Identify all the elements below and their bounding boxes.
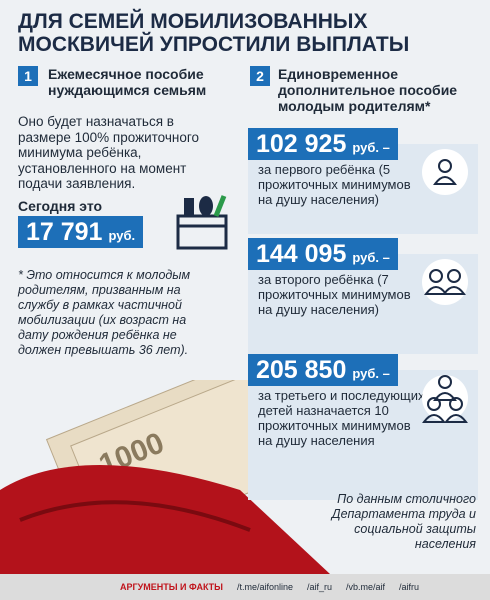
currency: руб. – (352, 140, 390, 155)
amount: 205 850 (256, 356, 347, 384)
title: ДЛЯ СЕМЕЙ МОБИЛИЗОВАННЫХ МОСКВИЧЕЙ УПРОС… (18, 10, 410, 56)
section-number: 2 (250, 66, 270, 86)
currency: руб. – (352, 250, 390, 265)
footer-link[interactable]: /aif_ru (307, 582, 333, 592)
people-icon (422, 149, 468, 195)
section-heading: Ежемесячное пособие нуждающимся семьям (48, 66, 207, 98)
brand: АРГУМЕНТЫ И ФАКТЫ (120, 582, 223, 592)
payment-text: за второго ребёнка (7 прожиточных миниму… (258, 272, 411, 317)
amount-box: 205 850 руб. – (248, 354, 398, 386)
groceries-icon (176, 195, 228, 250)
amount-box: 17 791 руб. (18, 216, 144, 248)
people-icon (422, 375, 468, 423)
footnote: * Это относится к молодым родителям, при… (18, 268, 191, 357)
today-label: Сегодня это (18, 198, 103, 214)
amount-box: 102 925 руб. – (248, 128, 398, 160)
section-number: 1 (18, 66, 38, 86)
amount: 102 925 (256, 130, 347, 158)
section-heading: Единовременное дополнительное пособие мо… (278, 66, 458, 114)
section-text: Оно будет назначаться в размере 100% про… (18, 114, 200, 191)
footer-link[interactable]: /aifru (399, 582, 420, 592)
amount-box: 144 095 руб. – (248, 238, 398, 270)
source: По данным столичного Департамента труда … (331, 492, 476, 551)
payment-text: за первого ребёнка (5 прожиточных миниму… (258, 162, 411, 207)
footer-link[interactable]: /t.me/aifonline (236, 582, 293, 592)
people-icon (422, 259, 468, 305)
currency: руб. – (352, 366, 390, 381)
footer: АРГУМЕНТЫ И ФАКТЫ /t.me/aifonline /aif_r… (0, 574, 490, 600)
currency: руб. (108, 228, 136, 243)
footer-link[interactable]: /vb.me/aif (346, 582, 386, 592)
payment-text: за третьего и последующих детей назначае… (258, 388, 425, 448)
amount: 144 095 (256, 240, 347, 268)
amount: 17 791 (26, 218, 103, 246)
